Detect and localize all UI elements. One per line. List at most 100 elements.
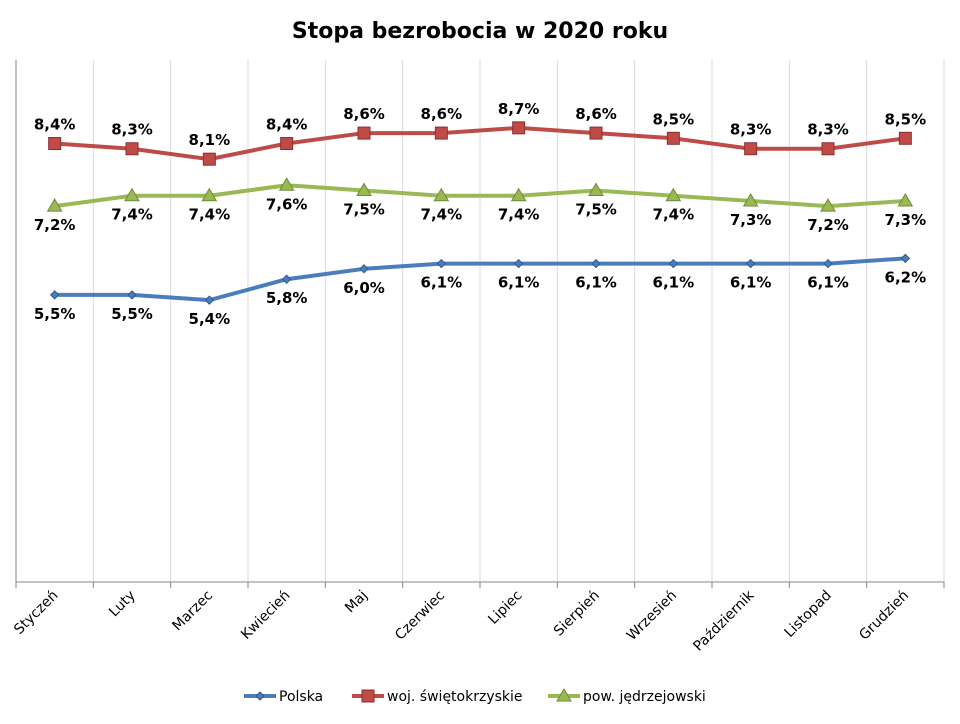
x-tick-label: Sierpień [551,588,603,640]
data-label: 8,3% [807,121,849,139]
legend-item: pow. jędrzejowski [548,688,706,705]
square-marker [357,126,371,140]
data-label: 8,3% [111,121,153,139]
diamond-marker [281,274,292,284]
square-marker [48,137,62,151]
triangle-marker [588,182,604,196]
triangle-marker [46,198,63,212]
square-marker [202,152,216,166]
data-label: 7,4% [653,206,695,224]
triangle-marker [820,198,836,212]
data-label: 6,1% [653,274,695,292]
square-marker [434,126,448,140]
data-label: 8,7% [498,100,540,118]
data-label: 7,2% [807,216,849,234]
triangle-marker [356,182,372,196]
data-label: 8,4% [266,116,308,134]
data-label: 5,8% [266,289,308,307]
square-marker [280,137,294,151]
legend: Polska woj. świętokrzyskie pow. jędrzejows… [244,688,706,705]
data-label: 5,5% [111,305,153,323]
x-tick-label: Październik [690,587,758,655]
x-tick-label: Wrzesień [624,588,680,644]
diamond-marker [255,691,265,701]
data-label: 7,4% [498,206,540,224]
data-label: 6,1% [575,274,617,292]
diamond-marker [745,258,756,269]
data-label: 7,4% [421,206,463,224]
diamond-marker [49,290,60,300]
diamond-marker [900,253,911,264]
triangle-marker [201,187,218,202]
square-marker [512,121,526,135]
data-label: 6,2% [885,268,927,286]
data-label: 7,4% [189,206,231,224]
x-tick-label: Marzec [169,588,216,635]
diamond-marker [359,264,369,274]
diamond-marker [436,258,447,269]
legend-item: Polska [244,689,323,705]
x-tick-label: Maj [342,588,371,617]
diamond-marker [591,258,601,269]
series-line [54,183,906,209]
series-pow-j-drzejowski [46,177,914,212]
data-label: 8,5% [653,110,695,128]
square-marker [898,131,912,145]
legend-label: pow. jędrzejowski [583,689,706,705]
x-tick-label: Lipiec [485,588,525,628]
x-tick-label: Listopad [782,588,835,641]
data-label: 5,4% [189,310,231,328]
chart-title: Stopa bezrobocia w 2020 roku [292,19,668,44]
square-marker [744,142,758,156]
x-tick-label: Luty [106,588,139,621]
legend-label: woj. świętokrzyskie [387,689,523,705]
triangle-marker [124,187,140,202]
data-label: 8,6% [343,105,385,123]
triangle-marker [278,177,295,191]
triangle-marker [510,187,527,202]
series-line [54,256,906,303]
data-label: 7,5% [575,201,617,219]
diamond-marker [823,258,833,269]
legend-label: Polska [279,689,323,705]
series-polska [49,253,911,305]
grid [15,60,945,582]
x-tick-label: Kwiecień [238,588,293,643]
series-lines [46,121,914,305]
data-label: 8,5% [885,110,927,128]
legend-item: woj. świętokrzyskie [352,689,523,705]
triangle-marker [742,192,759,207]
x-tick-label: Czerwiec [392,588,448,644]
square-marker [589,126,603,140]
triangle-marker [433,187,450,202]
data-label: 6,0% [343,279,385,297]
square-marker [666,131,680,145]
data-label: 8,6% [421,105,463,123]
triangle-marker [897,192,914,207]
diamond-marker [204,295,215,305]
data-label: 7,5% [343,201,385,219]
data-label: 6,1% [421,274,463,292]
diamond-marker [513,258,524,269]
data-label: 6,1% [498,274,540,292]
data-label: 7,3% [885,211,927,229]
data-label: 7,6% [266,195,308,213]
data-label: 8,1% [189,131,231,149]
x-tick-label: Grudzień [856,588,912,644]
triangle-marker [665,187,682,202]
diamond-marker [127,290,137,300]
data-labels: 5,5% 5,5% 5,4% 5,8% 6,0% 6,1% 6,1% 6,1% 6,1% 6,1%… [34,100,926,328]
diamond-marker [668,258,679,269]
data-label: 7,4% [111,206,153,224]
square-marker [125,142,139,156]
data-label: 6,1% [807,274,849,292]
triangle-marker [556,688,572,702]
data-label: 8,6% [575,105,617,123]
x-tick-label: Styczeń [11,588,61,638]
data-label: 6,1% [730,274,772,292]
square-marker [821,142,835,156]
data-label: 7,2% [34,216,76,234]
data-label: 8,3% [730,121,772,139]
series-line [54,125,906,162]
